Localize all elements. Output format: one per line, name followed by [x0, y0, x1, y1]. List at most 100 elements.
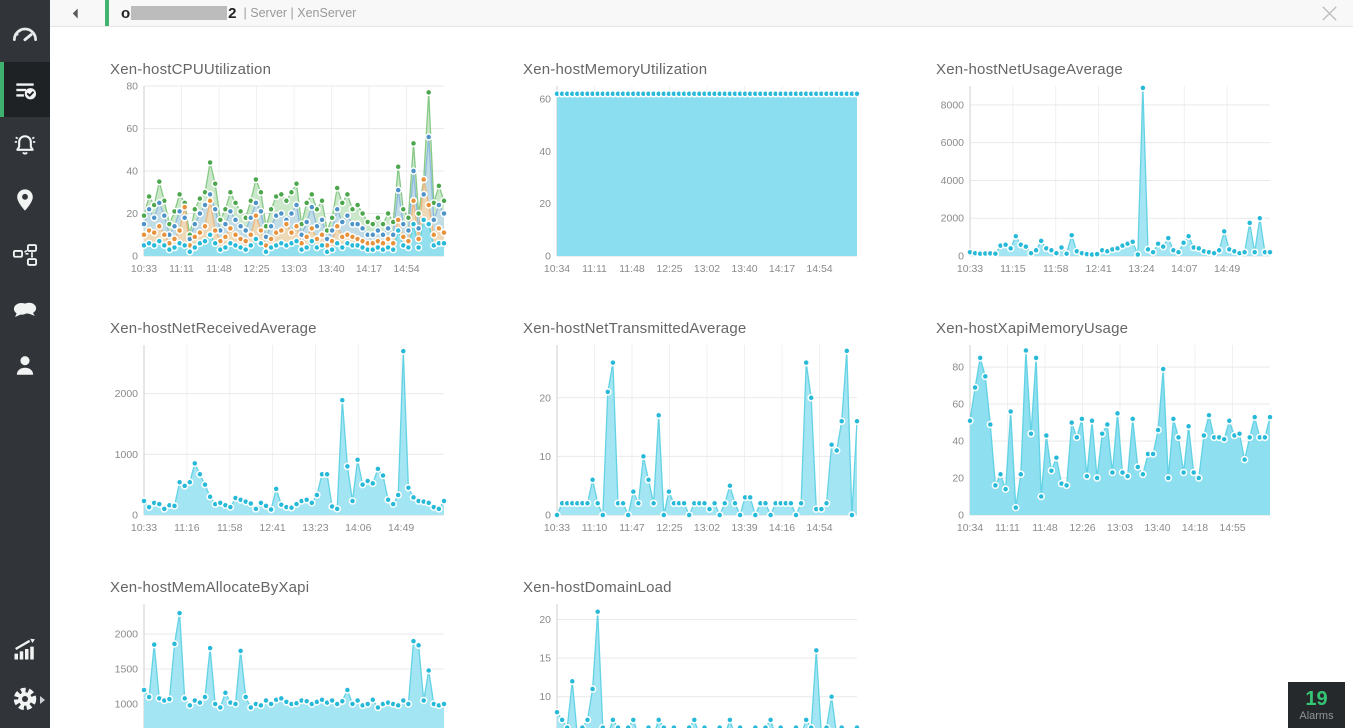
- chart-canvas: 10:33 11:11 11:48 12:25 13:03 13:40 14:17 14:54…: [110, 80, 450, 292]
- svg-text:40: 40: [539, 146, 551, 158]
- svg-text:13:23: 13:23: [302, 522, 328, 534]
- device-name-suffix: 2: [228, 4, 237, 22]
- chart-title: Xen-hostDomainLoad: [523, 579, 672, 596]
- chart-canvas: 10:34 11:11 11:48 12:26 13:03 13:40 14:18 14:55…: [936, 339, 1276, 551]
- sidebar: [0, 0, 50, 728]
- device-header: o 2 | Server | XenServer: [50, 0, 1353, 27]
- svg-text:10:34: 10:34: [957, 522, 983, 534]
- sidebar-item-settings[interactable]: [0, 674, 50, 724]
- svg-text:11:48: 11:48: [206, 263, 232, 275]
- alarm-bell-icon: [14, 134, 36, 155]
- chart-block-cpu-utilization: Xen-hostCPUUtilization 10:33 11:11 11:48 12…: [110, 61, 450, 292]
- submenu-caret-icon: [40, 696, 45, 704]
- chart-svg: 10:34 11:11 11:48 12:25 13:02 13:40 14:17 14:54…: [539, 86, 861, 275]
- svg-text:10:33: 10:33: [131, 522, 157, 534]
- chart-title: Xen-hostMemoryUtilization: [523, 61, 708, 78]
- svg-text:13:39: 13:39: [731, 522, 757, 534]
- svg-text:20: 20: [539, 198, 551, 210]
- svg-text:80: 80: [952, 362, 964, 374]
- svg-text:12:25: 12:25: [656, 263, 682, 275]
- chart-title: Xen-hostMemAllocateByXapi: [110, 579, 310, 596]
- svg-text:15: 15: [539, 653, 551, 665]
- svg-text:0: 0: [958, 510, 964, 522]
- svg-text:0: 0: [132, 251, 138, 263]
- svg-text:12:41: 12:41: [259, 522, 285, 534]
- svg-text:2000: 2000: [941, 213, 965, 225]
- chart-svg: 10:33 11:11 11:48 12:25 13:03 13:40 14:17 14:54…: [126, 81, 448, 275]
- chart-svg: 10 15 20: [539, 604, 861, 728]
- sidebar-item-inventory[interactable]: [0, 62, 50, 117]
- svg-text:2000: 2000: [115, 629, 139, 641]
- sidebar-item-chat[interactable]: [0, 282, 50, 337]
- svg-text:14:54: 14:54: [806, 522, 832, 534]
- chart-block-memory-utilization: Xen-hostMemoryUtilization 10:34 11:11 11:4…: [523, 61, 863, 292]
- svg-text:11:48: 11:48: [1032, 522, 1058, 534]
- svg-text:11:11: 11:11: [995, 522, 1020, 534]
- svg-text:11:58: 11:58: [217, 522, 243, 534]
- svg-text:11:11: 11:11: [582, 263, 607, 275]
- svg-text:20: 20: [539, 392, 551, 404]
- svg-text:11:58: 11:58: [1043, 263, 1069, 275]
- charts-grid: Xen-hostCPUUtilization 10:33 11:11 11:48 12…: [50, 27, 1353, 728]
- sidebar-item-topology[interactable]: [0, 227, 50, 282]
- user-person-icon: [16, 355, 34, 375]
- back-button[interactable]: [62, 0, 88, 26]
- svg-text:13:40: 13:40: [731, 263, 757, 275]
- chart-svg: 10:33 11:15 11:58 12:41 13:24 14:07 14:49 0 2000…: [941, 84, 1274, 275]
- close-button[interactable]: [1320, 4, 1339, 23]
- svg-text:11:48: 11:48: [619, 263, 645, 275]
- chart-canvas: 10:33 11:10 11:47 12:25 13:02 13:39 14:16 14:54…: [523, 339, 863, 551]
- sidebar-item-users[interactable]: [0, 337, 50, 392]
- svg-text:12:25: 12:25: [243, 263, 269, 275]
- sidebar-item-reports[interactable]: [0, 624, 50, 674]
- svg-text:0: 0: [545, 251, 551, 263]
- svg-text:6000: 6000: [941, 137, 965, 149]
- svg-text:1500: 1500: [115, 664, 139, 676]
- alarms-badge[interactable]: 19 Alarms: [1288, 682, 1345, 728]
- svg-text:11:16: 11:16: [174, 522, 200, 534]
- svg-text:14:16: 14:16: [769, 522, 795, 534]
- chart-block-xapi-memory: Xen-hostXapiMemoryUsage 10:34 11:11 11:48 1…: [936, 320, 1276, 551]
- chart-canvas: 1000 1500 2000: [110, 598, 450, 728]
- chart-canvas: 10:34 11:11 11:48 12:25 13:02 13:40 14:17 14:54…: [523, 80, 863, 292]
- svg-text:11:47: 11:47: [619, 522, 645, 534]
- svg-text:14:06: 14:06: [345, 522, 371, 534]
- svg-text:13:03: 13:03: [281, 263, 307, 275]
- alarms-label: Alarms: [1299, 709, 1334, 722]
- svg-text:40: 40: [952, 436, 964, 448]
- svg-text:14:07: 14:07: [1171, 263, 1197, 275]
- sidebar-item-alarms[interactable]: [0, 117, 50, 172]
- chart-block-net-received: Xen-hostNetReceivedAverage 10:33 11:16 11:…: [110, 320, 450, 551]
- alarms-count: 19: [1305, 687, 1328, 710]
- svg-text:11:15: 11:15: [1000, 263, 1026, 275]
- svg-text:0: 0: [958, 251, 964, 263]
- svg-text:13:02: 13:02: [694, 522, 720, 534]
- chat-bubbles-icon: [13, 302, 37, 317]
- svg-text:0: 0: [132, 510, 138, 522]
- svg-text:10: 10: [539, 691, 551, 703]
- location-pin-icon: [17, 188, 33, 211]
- svg-text:20: 20: [126, 208, 138, 220]
- svg-text:40: 40: [126, 166, 138, 178]
- chart-svg: 10:34 11:11 11:48 12:26 13:03 13:40 14:18 14:55…: [952, 345, 1274, 534]
- svg-text:11:11: 11:11: [169, 263, 194, 275]
- chart-title: Xen-hostNetTransmittedAverage: [523, 320, 747, 337]
- svg-text:2000: 2000: [115, 388, 139, 400]
- svg-text:60: 60: [126, 123, 138, 135]
- svg-text:14:54: 14:54: [806, 263, 832, 275]
- chart-block-net-transmitted: Xen-hostNetTransmittedAverage 10:33 11:10…: [523, 320, 863, 551]
- chart-svg: 1000 1500 2000: [115, 604, 448, 728]
- svg-text:0: 0: [545, 510, 551, 522]
- svg-text:14:55: 14:55: [1219, 522, 1245, 534]
- speedometer-logo-icon[interactable]: [0, 0, 50, 62]
- svg-text:80: 80: [126, 81, 138, 93]
- chart-title: Xen-hostNetReceivedAverage: [110, 320, 317, 337]
- sidebar-bottom: [0, 624, 50, 724]
- chart-svg: 10:33 11:16 11:58 12:41 13:23 14:06 14:49 0 1000…: [115, 345, 448, 534]
- chart-block-mem-allocate: Xen-hostMemAllocateByXapi 1000 1500 2000: [110, 579, 450, 728]
- svg-text:13:24: 13:24: [1128, 263, 1154, 275]
- svg-text:13:02: 13:02: [694, 263, 720, 275]
- svg-text:14:49: 14:49: [388, 522, 414, 534]
- close-icon: [1322, 5, 1337, 21]
- sidebar-item-maps[interactable]: [0, 172, 50, 227]
